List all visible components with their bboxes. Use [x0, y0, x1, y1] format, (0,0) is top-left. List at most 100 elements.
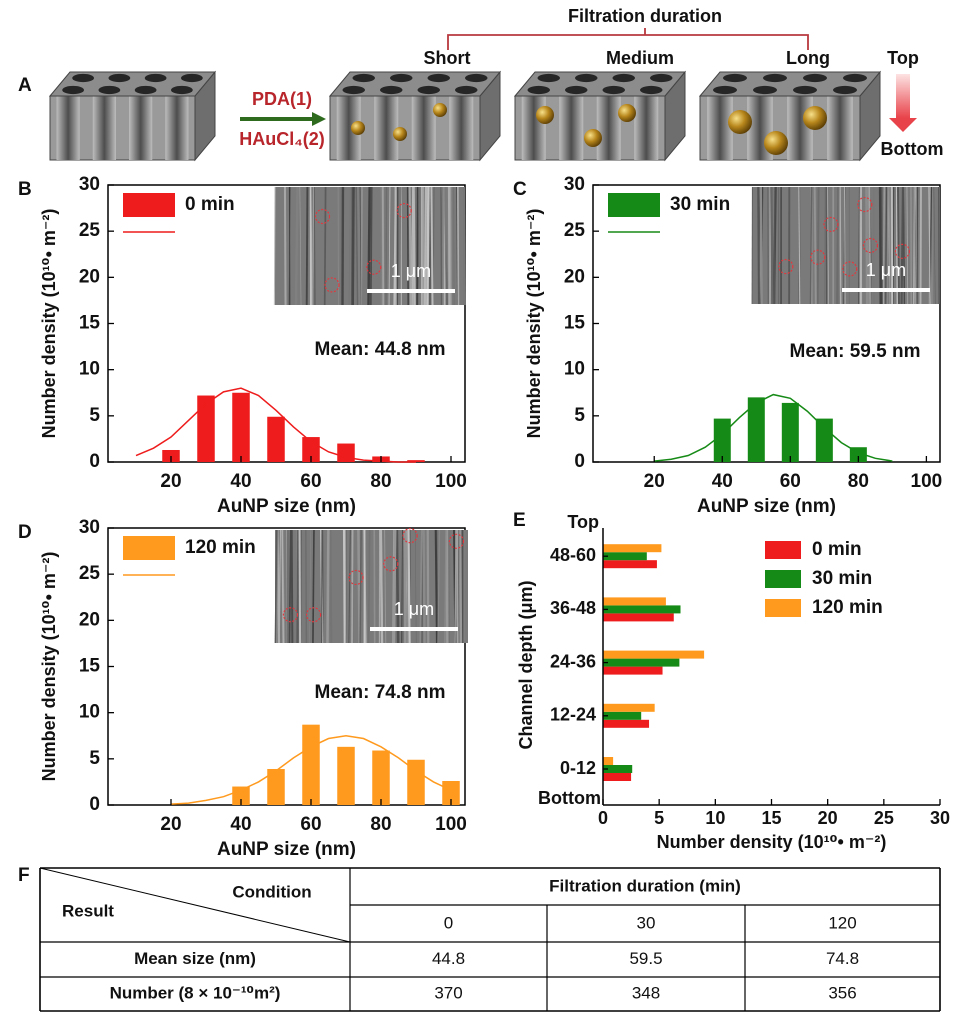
- porous-block: [328, 70, 502, 162]
- sem-streak: [326, 529, 330, 644]
- sem-streak: [397, 186, 402, 306]
- sem-streak: [445, 529, 449, 644]
- y-tick-label: 30: [79, 517, 100, 538]
- legend-label: 0 min: [185, 194, 235, 215]
- particle-marker: [324, 277, 340, 293]
- sem-streak: [275, 529, 279, 644]
- bar: [603, 560, 657, 569]
- sem-streak: [440, 186, 443, 306]
- pore: [843, 73, 867, 83]
- sem-streak: [827, 186, 829, 305]
- pore: [465, 73, 488, 83]
- sem-streak: [463, 529, 466, 644]
- x-axis-title: AuNP size (nm): [217, 496, 356, 517]
- sem-streak: [913, 186, 917, 305]
- sem-streak: [392, 529, 397, 644]
- y-tick-label: 15: [79, 313, 101, 334]
- sem-streak: [933, 186, 936, 305]
- sem-streak: [405, 529, 408, 644]
- table-cell: 74.8: [826, 949, 859, 968]
- sem-streak: [759, 186, 763, 305]
- legend-swatch: [608, 193, 660, 217]
- panel-label: A: [18, 75, 32, 96]
- fit-curve: [654, 393, 893, 462]
- bar: [337, 443, 355, 462]
- sem-streak: [305, 186, 309, 306]
- pore: [352, 73, 375, 83]
- x-tick-label: 30: [930, 808, 950, 828]
- table-cell: 370: [434, 983, 462, 1002]
- channel: [56, 96, 80, 160]
- particle-marker: [348, 569, 364, 586]
- gold-particle: [584, 129, 602, 147]
- channel: [449, 96, 474, 160]
- sem-streak: [844, 186, 846, 305]
- stage-label: Medium: [606, 48, 674, 68]
- sem-streak: [294, 186, 299, 306]
- bar: [603, 597, 666, 606]
- y-tick-label: 20: [564, 266, 585, 287]
- sem-streak: [430, 186, 434, 306]
- sem-streak: [369, 186, 373, 306]
- step-label: PDA(1): [252, 89, 312, 109]
- table-cell: 44.8: [432, 949, 465, 968]
- channel: [827, 96, 853, 160]
- channel: [129, 96, 153, 160]
- sem-streak: [359, 529, 362, 644]
- process-arrow-head: [312, 112, 326, 126]
- sem-streak: [462, 186, 466, 306]
- scale-bar-label: 1 μm: [391, 261, 431, 281]
- pore: [181, 73, 203, 83]
- x-tick-label: 40: [230, 471, 251, 492]
- particle-marker: [314, 208, 331, 225]
- channel: [411, 96, 436, 160]
- sem-streak: [305, 529, 308, 644]
- y-axis-title: Number density (10¹⁰• m⁻²): [39, 552, 59, 782]
- legend-label: 0 min: [812, 539, 862, 560]
- bar: [267, 768, 285, 805]
- particle-marker: [366, 259, 382, 275]
- bar: [302, 724, 320, 805]
- legend-label: 30 min: [670, 194, 730, 215]
- pore: [602, 85, 625, 95]
- porous-block: [513, 70, 687, 162]
- x-tick-label: 15: [761, 808, 781, 828]
- stage-label: Long: [786, 48, 830, 68]
- bracket: [447, 28, 809, 50]
- sem-background: [752, 187, 940, 304]
- particle-marker: [857, 196, 873, 213]
- y-tick-label: 36-48: [550, 598, 596, 618]
- channel: [634, 96, 659, 160]
- pore: [144, 73, 167, 83]
- sem-streak: [758, 186, 761, 305]
- bar: [603, 613, 674, 622]
- y-axis-title: Number density (10¹⁰• m⁻²): [39, 209, 59, 439]
- y-axis-title: Number density (10¹⁰• m⁻²): [524, 209, 544, 439]
- legend-label: 30 min: [812, 568, 872, 589]
- table-column-header: 0: [444, 913, 453, 932]
- sem-streak: [375, 186, 379, 306]
- sem-streak: [444, 529, 447, 644]
- bar: [603, 544, 662, 553]
- particle-marker: [448, 533, 465, 549]
- particle-marker: [306, 607, 322, 623]
- sem-streak: [858, 186, 860, 305]
- sem-streak: [379, 529, 384, 644]
- bar: [815, 418, 833, 462]
- pore: [62, 85, 84, 95]
- x-tick-label: 80: [848, 471, 869, 492]
- sem-streak: [426, 529, 430, 644]
- bar: [603, 605, 681, 614]
- sem-streak: [355, 186, 359, 306]
- pore: [833, 85, 857, 95]
- mean-annotation: Mean: 59.5 nm: [790, 341, 921, 362]
- y-tick-label: 25: [564, 220, 586, 241]
- pore: [565, 85, 588, 95]
- pore: [537, 73, 560, 83]
- channel: [92, 96, 116, 160]
- sem-streak: [878, 186, 883, 305]
- sem-streak: [865, 186, 869, 305]
- x-tick-label: 5: [654, 808, 664, 828]
- legend-swatch: [123, 536, 175, 560]
- bar: [407, 759, 425, 805]
